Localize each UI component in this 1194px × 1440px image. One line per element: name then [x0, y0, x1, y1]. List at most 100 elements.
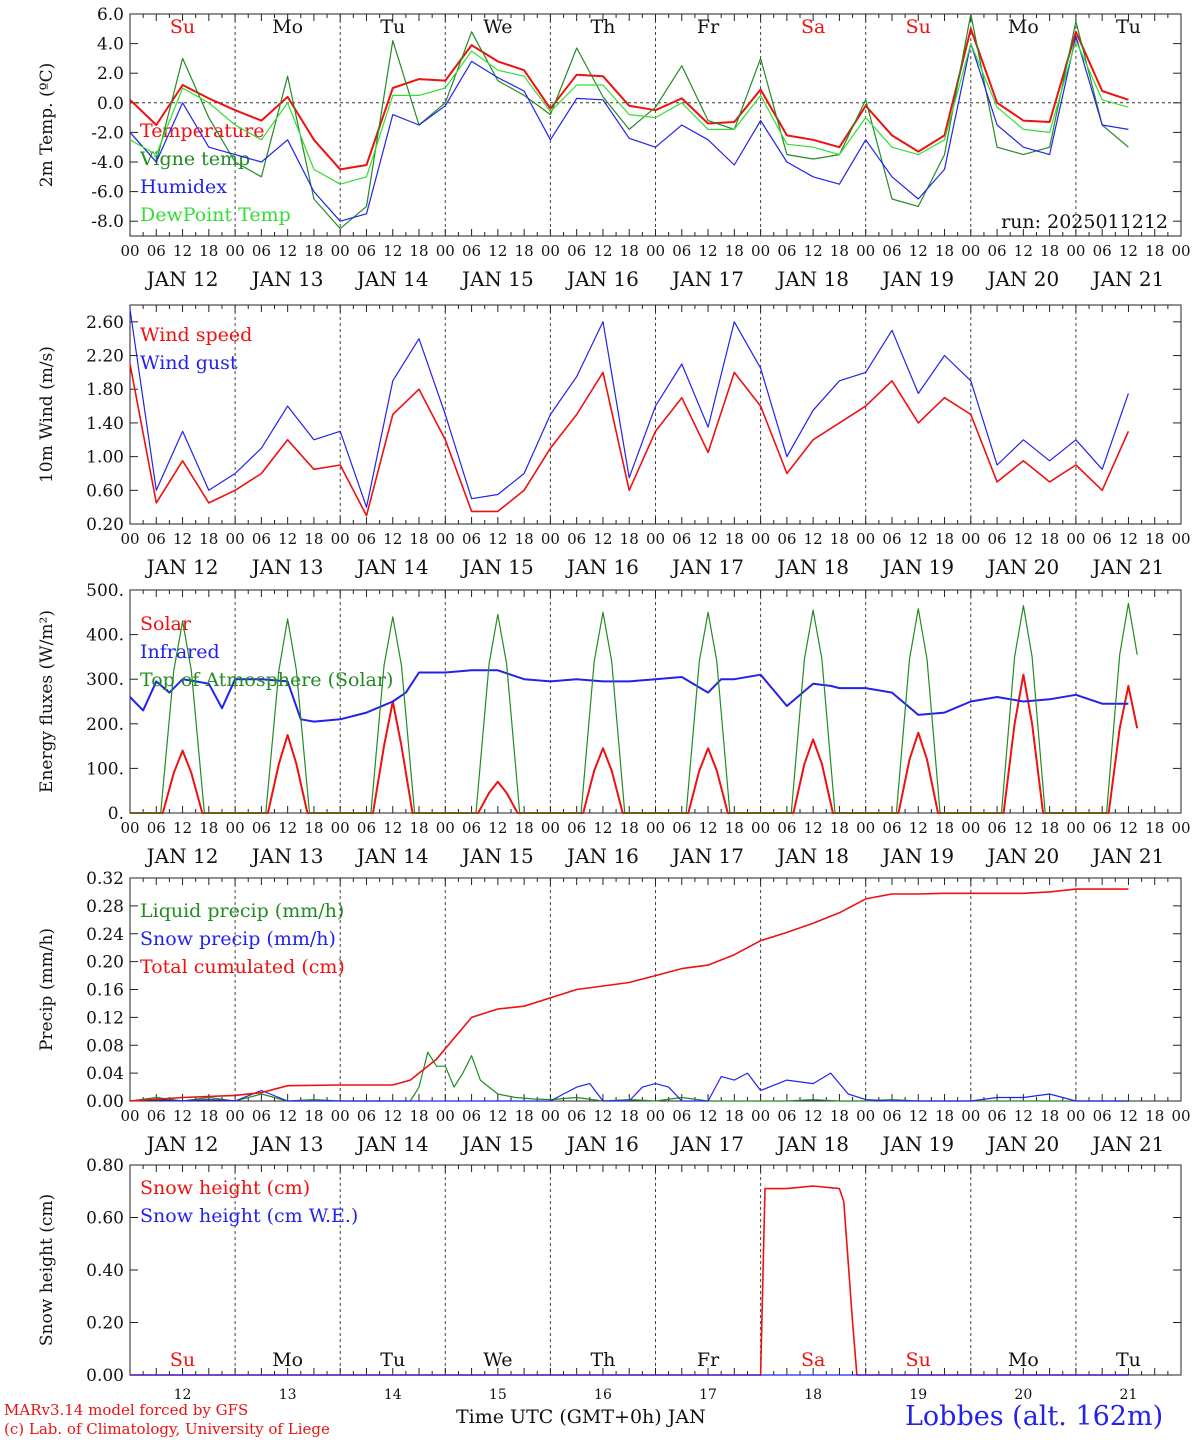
hour-tick-label: 00: [436, 819, 455, 837]
hour-tick-label: 12: [278, 530, 297, 548]
hour-tick-label: 18: [725, 530, 744, 548]
date-label: JAN 17: [670, 1132, 744, 1156]
y-tick-label: 0.0: [97, 94, 124, 114]
y-tick-label: 0.60: [86, 1209, 124, 1229]
date-label: JAN 13: [250, 844, 324, 868]
date-label: JAN 13: [250, 267, 324, 291]
hour-tick-label: 18: [620, 242, 639, 260]
date-label: JAN 12: [145, 267, 219, 291]
hour-tick-label: 00: [856, 242, 875, 260]
day-number-label: 16: [594, 1387, 612, 1403]
date-label: JAN 14: [355, 1132, 429, 1156]
hour-tick-label: 12: [488, 530, 507, 548]
hour-tick-label: 18: [199, 1107, 218, 1125]
y-tick-label: 6.0: [97, 5, 124, 25]
station-name: Lobbes (alt. 162m): [905, 1401, 1164, 1432]
legend-entry: DewPoint Temp: [140, 204, 291, 226]
y-tick-label: 2.0: [97, 64, 124, 84]
legend-entry: Humidex: [140, 176, 227, 198]
date-label: JAN 21: [1091, 1132, 1165, 1156]
hour-tick-label: 12: [909, 1107, 928, 1125]
hour-tick-label: 06: [567, 819, 586, 837]
hour-tick-label: 12: [804, 242, 823, 260]
hour-tick-label: 12: [909, 242, 928, 260]
hour-tick-label: 06: [357, 242, 376, 260]
series-line-1: [129, 363, 1130, 517]
date-label: JAN 20: [985, 1132, 1059, 1156]
hour-tick-label: 00: [331, 1107, 350, 1125]
series-line-2: [129, 669, 1129, 723]
hour-tick-label: 12: [488, 242, 507, 260]
hour-tick-label: 12: [1119, 819, 1138, 837]
hour-tick-label: 12: [488, 819, 507, 837]
hour-tick-label: 18: [830, 530, 849, 548]
hour-tick-label: 06: [777, 819, 796, 837]
series-line-1: [130, 1185, 1129, 1376]
y-tick-label: 400.: [86, 626, 124, 646]
y-axis-title: Snow height (cm): [37, 1194, 57, 1346]
date-label: JAN 14: [355, 844, 429, 868]
y-tick-label: 2.20: [86, 347, 124, 367]
hour-tick-label: 18: [304, 242, 323, 260]
hour-tick-label: 00: [1171, 242, 1190, 260]
hour-tick-label: 06: [462, 1107, 481, 1125]
series-line-4: [129, 39, 1129, 185]
day-of-week-label: Mo: [272, 1349, 303, 1371]
panel-2: 2.60 2.20 1.80 1.40 1.00 0.60 0.20 10m Wind (m/…: [37, 304, 1191, 579]
hour-tick-label: 12: [278, 819, 297, 837]
hour-tick-label: 12: [173, 530, 192, 548]
hour-tick-label: 18: [1145, 819, 1164, 837]
hour-tick-label: 00: [961, 819, 980, 837]
hour-tick-label: 12: [1119, 242, 1138, 260]
hour-tick-label: 12: [1014, 242, 1033, 260]
hour-tick-label: 06: [672, 530, 691, 548]
hour-tick-label: 12: [1014, 819, 1033, 837]
y-tick-label: 0.00: [86, 1092, 124, 1112]
series-line-2: [129, 1072, 1129, 1102]
day-of-week-label: Su: [170, 16, 195, 38]
hour-tick-label: 00: [541, 1107, 560, 1125]
hour-tick-label: 00: [646, 1107, 665, 1125]
hour-tick-label: 00: [961, 1107, 980, 1125]
hour-tick-label: 18: [725, 819, 744, 837]
date-label: JAN 20: [985, 267, 1059, 291]
day-of-week-label: Su: [906, 16, 931, 38]
hour-tick-label: 12: [1119, 1107, 1138, 1125]
day-number-label: 20: [1014, 1387, 1032, 1403]
date-label: JAN 14: [355, 267, 429, 291]
hour-tick-label: 18: [620, 530, 639, 548]
hour-tick-label: 06: [567, 242, 586, 260]
hour-tick-label: 12: [383, 242, 402, 260]
hour-tick-label: 00: [961, 242, 980, 260]
hour-tick-label: 12: [593, 242, 612, 260]
hour-tick-label: 12: [699, 530, 718, 548]
y-tick-label: 0.32: [86, 869, 124, 889]
run-annotation: run: 2025011212: [1001, 211, 1168, 233]
hour-tick-label: 06: [672, 1107, 691, 1125]
hour-tick-label: 18: [1040, 819, 1059, 837]
hour-tick-label: 18: [1040, 242, 1059, 260]
y-tick-label: -6.0: [91, 183, 124, 203]
hour-tick-label: 00: [1066, 1107, 1085, 1125]
day-of-week-label: Mo: [1008, 1349, 1039, 1371]
date-label: JAN 15: [460, 844, 534, 868]
hour-tick-label: 00: [1066, 242, 1085, 260]
hour-tick-label: 18: [830, 242, 849, 260]
series-line-3: [129, 35, 1129, 222]
hour-tick-label: 12: [593, 1107, 612, 1125]
series-line-1: [130, 673, 1139, 814]
hour-tick-label: 18: [1040, 530, 1059, 548]
y-tick-label: 0.16: [86, 981, 124, 1001]
y-tick-label: 300.: [86, 670, 124, 690]
hour-tick-label: 06: [777, 1107, 796, 1125]
hour-tick-label: 06: [988, 242, 1007, 260]
y-axis-title: 2m Temp. (ºC): [37, 63, 57, 188]
y-tick-label: 0.20: [86, 1314, 124, 1334]
day-number-label: 12: [174, 1387, 192, 1403]
legend-entry: Temperature: [140, 120, 264, 142]
hour-tick-label: 00: [541, 242, 560, 260]
hour-tick-label: 18: [935, 530, 954, 548]
hour-tick-label: 18: [1040, 1107, 1059, 1125]
hour-tick-label: 12: [699, 1107, 718, 1125]
hour-tick-label: 12: [593, 530, 612, 548]
